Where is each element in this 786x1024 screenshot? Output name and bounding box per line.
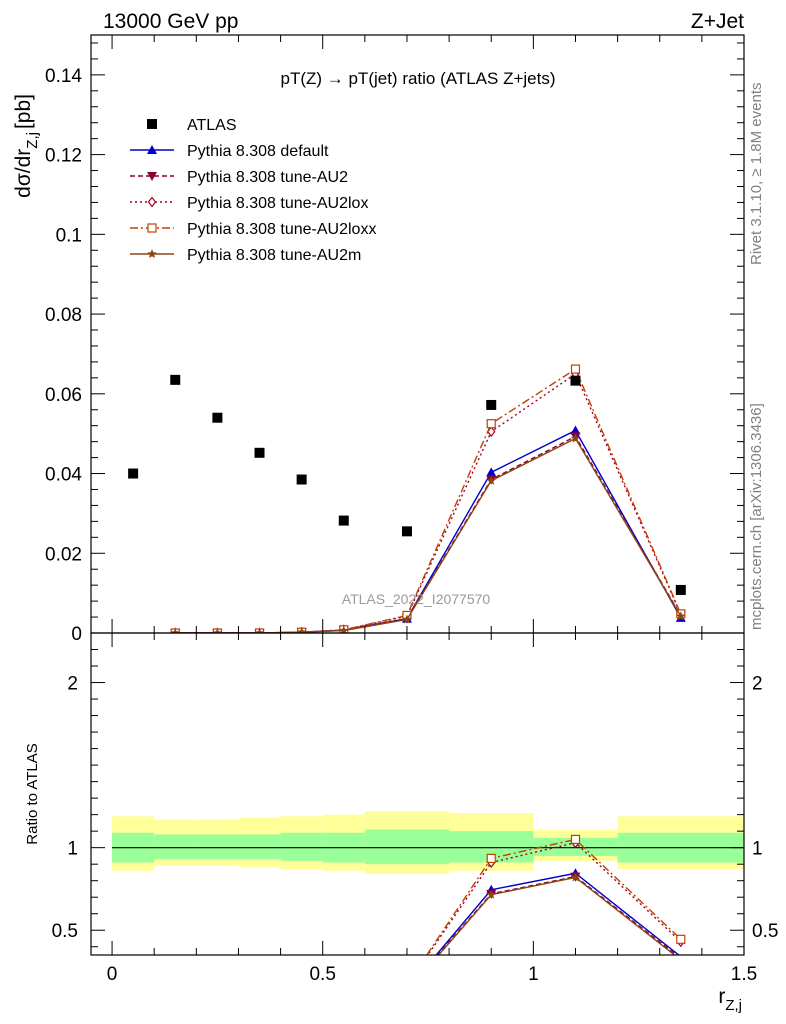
legend-label-pythia-8-308-tune-au2loxx: Pythia 8.308 tune-AU2loxx <box>187 221 376 238</box>
collision-label: 13000 GeV pp <box>103 10 238 33</box>
ratio-y-tick-labels: 0.5 0.5 1 1 2 2 <box>52 632 778 948</box>
ratio-panel: 0.5 0.5 1 1 2 2 0 0.5 1 1.5 Ratio to ATLAS rZ,j <box>24 632 778 1014</box>
main-point-pythia-8-308-tune-au2m <box>296 627 307 633</box>
watermark: ATLAS_2022_I2077570 <box>342 591 491 607</box>
legend-label-pythia-8-308-tune-au2m: Pythia 8.308 tune-AU2m <box>187 247 361 264</box>
legend-marker-pythia-8-308-tune-au2m <box>147 249 157 259</box>
ratio-band-inner <box>280 832 323 861</box>
main-y-tick-labels: 0 0.02 0.04 0.06 0.08 0.1 0.12 0.14 <box>45 35 745 645</box>
main-point-atlas <box>338 515 349 526</box>
main-ylabel-unit: [pb] <box>12 94 35 129</box>
main-y-tick-label: 0.12 <box>45 146 82 167</box>
ratio-y-axis-label: Ratio to ATLAS <box>24 743 41 844</box>
main-y-tick-label: 0.02 <box>45 544 82 565</box>
ratio-point-pythia-8-308-tune-au2m <box>570 872 581 882</box>
legend-label-pythia-8-308-tune-au2: Pythia 8.308 tune-AU2 <box>187 169 348 186</box>
main-point-pythia-8-308-tune-au2m <box>170 628 181 633</box>
main-point-atlas <box>401 526 412 537</box>
legend-marker-pythia-8-308-tune-au2loxx <box>147 223 157 233</box>
main-plot-area <box>128 364 686 633</box>
ratio-x-tick-labels: 0 0.5 1 1.5 <box>107 633 757 985</box>
ratio-point-pythia-8-308-tune-au2loxx <box>486 853 496 864</box>
main-point-pythia-8-308-tune-au2m <box>486 475 496 485</box>
ratio-band-inner <box>238 834 281 860</box>
main-point-pythia-8-308-tune-au2loxx <box>570 364 581 374</box>
main-point-atlas <box>128 468 139 479</box>
main-series-group <box>128 364 686 633</box>
legend-marker-pythia-8-308-tune-au2lox <box>147 196 157 208</box>
ratio-point-pythia-8-308-tune-au2loxx <box>676 934 686 944</box>
main-y-tick-label: 0.04 <box>45 465 82 486</box>
main-panel: pT(Z) → pT(jet) ratio (ATLAS Z+jets) ATL… <box>12 34 745 645</box>
main-point-pythia-8-308-tune-au2m <box>339 625 349 633</box>
ratio-series-group <box>112 811 744 955</box>
main-point-atlas <box>254 447 265 458</box>
main-point-pythia-8-308-tune-au2m <box>570 433 581 443</box>
ratio-y-tick-label: 1 <box>67 839 78 860</box>
xlabel-text: r <box>718 985 725 1008</box>
ratio-y-tick-label-right: 0.5 <box>752 921 778 942</box>
ratio-band-inner <box>196 834 239 860</box>
x-axis-label: rZ,j <box>718 985 742 1014</box>
main-point-pythia-8-308-tune-au2m <box>402 614 412 624</box>
legend-label-atlas: ATLAS <box>187 117 237 134</box>
main-y-tick-label: 0.06 <box>45 385 82 406</box>
process-label: Z+Jet <box>691 10 744 33</box>
x-tick-label: 1 <box>528 964 539 985</box>
x-tick-label: 1.5 <box>731 964 757 985</box>
main-y-tick-label: 0.1 <box>56 225 82 246</box>
main-y-tick-label: 0.08 <box>45 305 82 326</box>
legend-marker-atlas <box>147 119 157 129</box>
legend-label-pythia-8-308-default: Pythia 8.308 default <box>187 143 329 160</box>
legend-marker-pythia-8-308-default <box>147 145 157 154</box>
main-y-tick-label: 0 <box>71 624 82 645</box>
main-point-pythia-8-308-tune-au2m <box>212 628 223 633</box>
ratio-y-tick-label-right: 2 <box>752 674 763 695</box>
x-tick-label: 0 <box>107 964 118 985</box>
ratio-point-pythia-8-308-tune-au2loxx <box>570 834 581 845</box>
ratio-line-pythia-8-308-tune-au2m <box>437 876 676 955</box>
main-point-pythia-8-308-tune-au2m <box>254 628 265 633</box>
x-tick-label: 0.5 <box>309 964 335 985</box>
rivet-label: Rivet 3.1.10, ≥ 1.8M events <box>748 83 765 266</box>
main-ylabel-text: dσ/dr <box>12 149 35 198</box>
legend: ATLAS Pythia 8.308 default Pythia 8.308 tu… <box>130 117 376 264</box>
mcplots-label: mcplots.cern.ch [arXiv:1306.3436] <box>748 403 765 630</box>
ratio-frame <box>90 632 745 956</box>
ratio-y-tick-label: 0.5 <box>52 921 78 942</box>
main-point-pythia-8-308-default <box>486 467 497 477</box>
ratio-y-tick-label: 2 <box>67 674 78 695</box>
main-y-axis-label: dσ/drZ,j [pb] <box>12 94 41 198</box>
main-point-atlas <box>296 474 307 485</box>
main-point-pythia-8-308-tune-au2loxx <box>486 419 496 429</box>
main-point-atlas <box>170 374 181 385</box>
ratio-point-pythia-8-308-tune-au2m <box>486 889 496 899</box>
main-point-atlas <box>212 412 223 423</box>
legend-marker-pythia-8-308-tune-au2 <box>147 172 157 181</box>
main-point-pythia-8-308-tune-au2m <box>676 611 686 621</box>
ratio-y-tick-label-right: 1 <box>752 839 763 860</box>
plot-title: pT(Z) → pT(jet) ratio (ATLAS Z+jets) <box>280 69 555 88</box>
main-point-pythia-8-308-default <box>570 425 581 435</box>
main-point-atlas <box>570 375 581 386</box>
svg-text:dσ/drZ,j[pb]: dσ/drZ,j [pb] <box>12 94 41 198</box>
main-ylabel-sub: Z,j <box>24 132 41 149</box>
ratio-plot-area <box>112 811 744 955</box>
ratio-band-inner <box>364 829 450 865</box>
main-point-atlas <box>675 584 686 595</box>
main-point-atlas <box>486 399 497 410</box>
ratio-line-pythia-8-308-tune-au2 <box>436 875 678 955</box>
main-y-tick-label: 0.14 <box>45 66 82 87</box>
legend-label-pythia-8-308-tune-au2lox: Pythia 8.308 tune-AU2lox <box>187 195 368 212</box>
ratio-band-inner <box>154 834 197 860</box>
xlabel-sub: Z,j <box>725 997 742 1014</box>
ratio-line-pythia-8-308-default <box>435 872 680 955</box>
